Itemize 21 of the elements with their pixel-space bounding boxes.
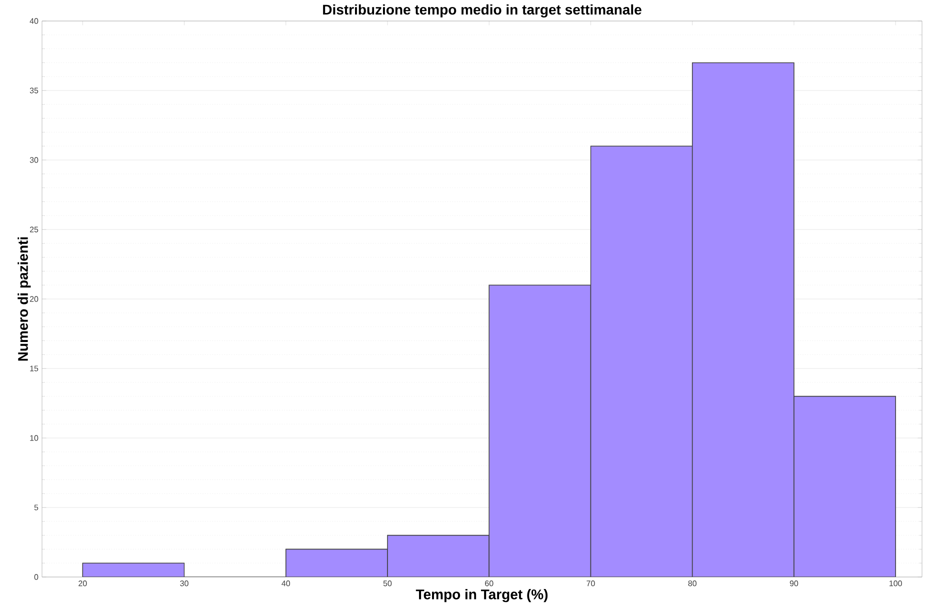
y-tick-label: 15 (30, 366, 38, 372)
y-tick-label: 25 (30, 226, 38, 232)
x-tick-label: 50 (383, 580, 392, 586)
x-tick-label: 100 (890, 580, 902, 586)
y-axis-title: Numero di pazienti (18, 237, 31, 361)
x-tick-label: 30 (180, 580, 188, 586)
y-tick-label: 40 (30, 18, 38, 24)
x-tick-label: 20 (78, 580, 87, 586)
x-tick-label: 60 (485, 580, 494, 586)
x-tick-label: 70 (586, 580, 595, 586)
y-tick-label: 10 (30, 435, 38, 441)
y-tick-label: 20 (30, 296, 38, 302)
x-tick-label: 80 (688, 580, 696, 586)
x-tick-label: 90 (790, 580, 798, 586)
x-axis-title: Tempo in Target (%) (416, 589, 548, 602)
chart-title: Distribuzione tempo medio in target settimanale (323, 4, 642, 18)
y-tick-label: 5 (34, 504, 38, 510)
x-tick-label: 40 (282, 580, 290, 586)
y-tick-label: 35 (30, 88, 38, 94)
y-tick-label: 30 (30, 157, 38, 163)
y-tick-label: 0 (34, 574, 38, 580)
